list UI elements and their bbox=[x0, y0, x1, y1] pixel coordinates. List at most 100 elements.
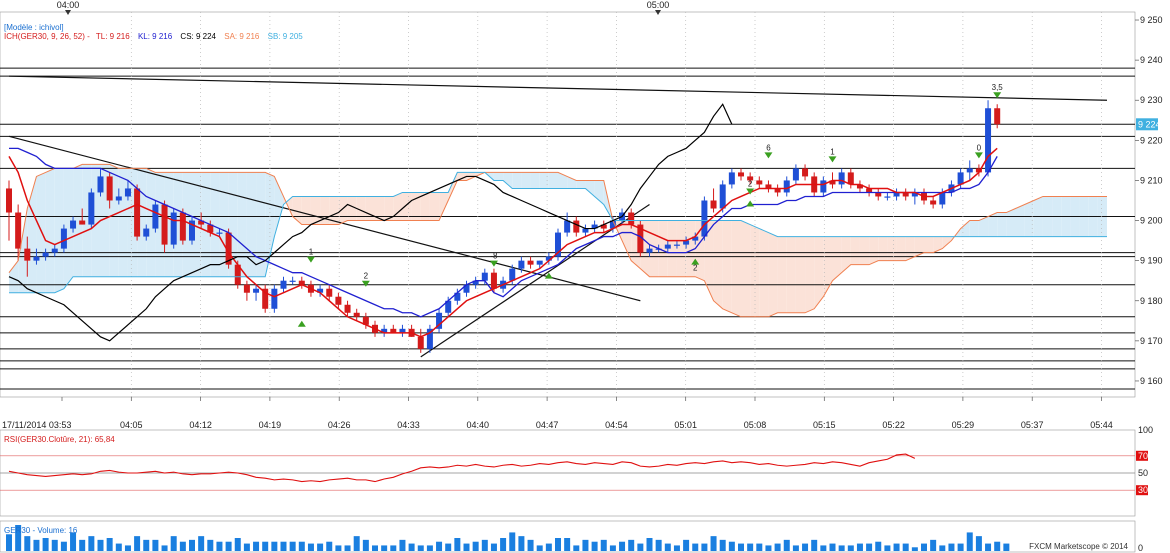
volume-bar bbox=[619, 541, 626, 551]
candle-body bbox=[911, 192, 918, 197]
signal-label: 3,5 bbox=[992, 83, 1004, 92]
volume-bar bbox=[591, 541, 598, 551]
volume-bar bbox=[673, 545, 680, 551]
candle-body bbox=[555, 232, 561, 257]
svg-text:ICH(GER30, 9, 26, 52) -: ICH(GER30, 9, 26, 52) - TL: 9 216 KL: 9 … bbox=[4, 32, 303, 41]
candle-body bbox=[637, 224, 644, 253]
cloud-segment bbox=[457, 172, 467, 181]
volume-bar bbox=[930, 539, 937, 551]
candle-body bbox=[115, 196, 122, 201]
cloud-segment bbox=[36, 172, 46, 293]
volume-bar bbox=[921, 543, 927, 551]
volume-bar bbox=[774, 543, 781, 551]
candle-body bbox=[756, 180, 763, 185]
volume-bar bbox=[802, 543, 809, 551]
signal-label: 1 bbox=[830, 147, 835, 156]
cloud-segment bbox=[1006, 208, 1016, 237]
x-tick-label: 05:22 bbox=[882, 420, 905, 430]
volume-bar bbox=[518, 536, 525, 551]
cloud-segment bbox=[237, 172, 247, 277]
cloud-segment bbox=[548, 172, 558, 189]
volume-bar bbox=[60, 541, 67, 551]
candle-body bbox=[747, 176, 754, 181]
cloud-segment bbox=[45, 168, 55, 293]
cloud-segment bbox=[512, 172, 522, 189]
volume-bar bbox=[344, 545, 351, 551]
volume-bar bbox=[655, 539, 662, 551]
cloud-segment bbox=[914, 236, 924, 257]
volume-bar bbox=[939, 545, 946, 551]
price-tag-label: 9 224 bbox=[1138, 119, 1161, 129]
candle-body bbox=[198, 220, 205, 225]
candle-body bbox=[765, 184, 772, 189]
candle-body bbox=[820, 180, 827, 193]
volume-bar bbox=[399, 539, 406, 551]
cloud-segment bbox=[356, 196, 366, 221]
volume-bar bbox=[582, 539, 589, 551]
tl-label: TL: 9 216 bbox=[96, 32, 130, 41]
candle-body bbox=[856, 184, 863, 189]
candle-body bbox=[399, 328, 406, 333]
cloud-segment bbox=[768, 232, 778, 317]
volume-bar bbox=[911, 547, 918, 551]
cloud-segment bbox=[1015, 204, 1025, 237]
x-tick-label: 04:19 bbox=[259, 420, 282, 430]
volume-bar bbox=[472, 541, 479, 551]
candle-body bbox=[847, 172, 854, 185]
volume-bar bbox=[1003, 543, 1010, 551]
cloud-segment bbox=[905, 236, 915, 261]
volume-bar bbox=[536, 545, 543, 551]
volume-bar bbox=[216, 541, 223, 551]
candle-body bbox=[829, 180, 836, 185]
x-tick-label: 04:47 bbox=[536, 420, 559, 430]
volume-bar bbox=[179, 541, 186, 551]
top-time-label: 05:00 bbox=[647, 0, 670, 10]
signal-arrow bbox=[361, 280, 370, 287]
volume-bar bbox=[24, 536, 31, 551]
signal-arrow bbox=[746, 188, 755, 195]
candle-body bbox=[42, 252, 49, 257]
cloud-segment bbox=[841, 236, 851, 273]
signal-arrow bbox=[544, 272, 553, 279]
candle-body bbox=[79, 220, 86, 225]
cloud-segment bbox=[429, 192, 440, 221]
cloud-segment bbox=[1024, 200, 1034, 237]
volume-bar bbox=[902, 543, 909, 551]
signal-arrow bbox=[974, 152, 983, 159]
tenkan-line bbox=[8, 147, 998, 338]
signal-label: 0 bbox=[977, 143, 982, 152]
candle-body bbox=[124, 188, 131, 197]
volume-bar bbox=[106, 538, 113, 551]
cloud-segment bbox=[814, 236, 824, 309]
candle-body bbox=[262, 288, 269, 309]
volume-bar bbox=[253, 541, 260, 551]
volume-bar bbox=[509, 532, 516, 551]
volume-bar bbox=[362, 539, 369, 551]
volume-bar bbox=[957, 543, 964, 551]
volume-bar bbox=[811, 539, 818, 551]
span-b-line bbox=[9, 171, 1107, 294]
volume-bar bbox=[124, 545, 131, 551]
ich-label: ICH(GER30, 9, 26, 52) - bbox=[4, 32, 90, 41]
volume-bar bbox=[683, 539, 690, 551]
candle-body bbox=[298, 280, 305, 285]
volume-bar bbox=[783, 539, 790, 551]
cloud-segment bbox=[731, 220, 741, 317]
volume-bar bbox=[390, 545, 397, 551]
cloud-segment bbox=[338, 196, 348, 225]
candle-body bbox=[335, 296, 342, 305]
price-tag bbox=[1136, 118, 1158, 131]
cloud-segment bbox=[402, 192, 412, 221]
cloud-segment bbox=[869, 236, 879, 265]
volume-bar bbox=[564, 538, 571, 551]
cloud-segment bbox=[777, 236, 787, 313]
rsi-label: RSI(GER30.Clotûre, 21): 65,84 bbox=[4, 435, 115, 444]
cloud-segment bbox=[795, 236, 806, 313]
chikou-line bbox=[8, 103, 733, 342]
volume-bar bbox=[115, 543, 122, 551]
volume-bar bbox=[454, 538, 461, 551]
cloud-segment bbox=[594, 180, 604, 205]
y-tick-label: 9 170 bbox=[1140, 336, 1163, 346]
cloud-segment bbox=[896, 236, 906, 261]
